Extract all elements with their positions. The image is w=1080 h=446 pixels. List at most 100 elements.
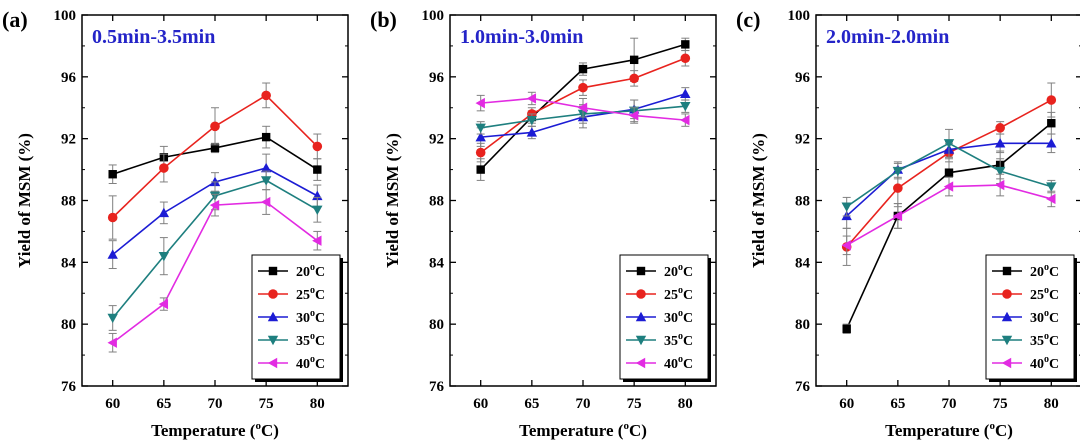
data-point	[107, 249, 118, 259]
data-point	[210, 121, 220, 132]
x-axis-label-text: Temperature (	[519, 421, 624, 440]
data-point	[680, 88, 691, 99]
legend-unit: C	[315, 265, 325, 280]
x-axis-label-text: Temperature (	[151, 421, 256, 440]
y-tick-label: 76	[61, 379, 77, 395]
legend-unit: C	[683, 288, 693, 303]
data-point	[842, 324, 851, 334]
legend-marker	[1002, 289, 1012, 299]
data-point	[994, 179, 1005, 191]
legend-value: 35	[1030, 334, 1044, 349]
data-point	[578, 82, 588, 93]
data-point	[629, 55, 639, 65]
data-point	[943, 181, 954, 192]
y-tick-label: 84	[795, 255, 811, 271]
legend-degree: o	[310, 262, 315, 273]
data-point	[476, 165, 485, 174]
legend-label: 35oC	[1030, 331, 1059, 349]
data-point	[107, 337, 117, 348]
series-40	[475, 91, 690, 127]
legend-value: 30	[664, 311, 678, 326]
data-point	[158, 251, 170, 262]
x-axis-label: Temperature (oC)	[885, 420, 1013, 440]
y-tick-label: 96	[795, 70, 811, 86]
legend-value: 30	[1030, 311, 1044, 326]
data-point	[893, 183, 903, 193]
x-tick-label: 65	[524, 396, 539, 412]
y-tick-label: 100	[54, 8, 77, 24]
x-tick-label: 80	[1044, 396, 1059, 412]
data-point	[107, 212, 118, 223]
legend-label: 40oC	[1030, 354, 1059, 372]
data-point	[526, 115, 538, 126]
legend-degree: o	[310, 285, 315, 296]
x-tick-label: 60	[105, 396, 120, 412]
chart-title: 0.5min-3.5min	[92, 26, 215, 48]
legend-value: 35	[664, 334, 678, 349]
legend-marker	[1001, 311, 1013, 322]
data-point	[475, 97, 485, 109]
x-tick-label: 65	[156, 396, 171, 412]
y-tick-label: 92	[795, 132, 810, 148]
legend-label: 25oC	[296, 285, 325, 303]
y-tick-label: 88	[795, 194, 810, 210]
legend-unit: C	[1049, 288, 1059, 303]
data-point	[210, 143, 220, 153]
legend-unit: C	[1049, 311, 1059, 326]
legend-degree: o	[1044, 354, 1049, 365]
series-40	[841, 173, 1056, 256]
x-axis-label: Temperature (oC)	[151, 420, 279, 440]
data-point	[312, 235, 322, 246]
legend-unit: C	[1049, 334, 1059, 349]
legend-degree: o	[1044, 262, 1049, 273]
y-tick-label: 84	[61, 255, 77, 271]
legend-marker	[267, 335, 279, 346]
data-point	[841, 202, 852, 212]
data-point	[1046, 193, 1056, 205]
x-axis-label-unit: C)	[261, 421, 279, 440]
y-tick-label: 76	[795, 379, 811, 395]
legend-marker	[268, 266, 278, 276]
legend-marker	[635, 335, 647, 346]
data-point	[841, 240, 851, 251]
data-point	[260, 176, 272, 186]
legend-degree: o	[678, 285, 683, 296]
x-tick-label: 75	[627, 396, 642, 412]
data-point	[1046, 182, 1057, 192]
legend-unit: C	[683, 334, 693, 349]
legend-unit: C	[315, 334, 325, 349]
x-tick-label: 80	[310, 396, 325, 412]
legend-unit: C	[315, 311, 325, 326]
data-point	[475, 131, 486, 142]
legend-label: 20oC	[296, 262, 325, 280]
legend-value: 40	[296, 357, 310, 372]
series-40	[107, 189, 322, 353]
legend-value: 20	[1030, 265, 1044, 280]
legend-degree: o	[1044, 331, 1049, 342]
legend-unit: C	[683, 265, 693, 280]
x-axis-label-degree: o	[623, 420, 629, 432]
data-point	[995, 123, 1005, 133]
data-point	[680, 102, 691, 112]
data-point	[261, 90, 271, 101]
data-point	[526, 93, 537, 104]
legend-marker	[635, 357, 646, 369]
y-tick-label: 100	[788, 8, 811, 24]
legend-value: 35	[296, 334, 310, 349]
legend-marker	[636, 289, 646, 299]
legend-marker	[1001, 357, 1012, 369]
data-point	[1046, 95, 1057, 105]
legend-label: 40oC	[296, 354, 325, 372]
data-point	[680, 114, 690, 126]
panel-label: (c)	[736, 7, 760, 32]
legend-unit: C	[1049, 265, 1059, 280]
data-point	[261, 132, 271, 142]
y-tick-label: 88	[61, 194, 76, 210]
data-point	[892, 210, 903, 222]
legend-unit: C	[315, 357, 325, 372]
data-point	[577, 102, 588, 113]
x-tick-label: 70	[942, 396, 957, 412]
